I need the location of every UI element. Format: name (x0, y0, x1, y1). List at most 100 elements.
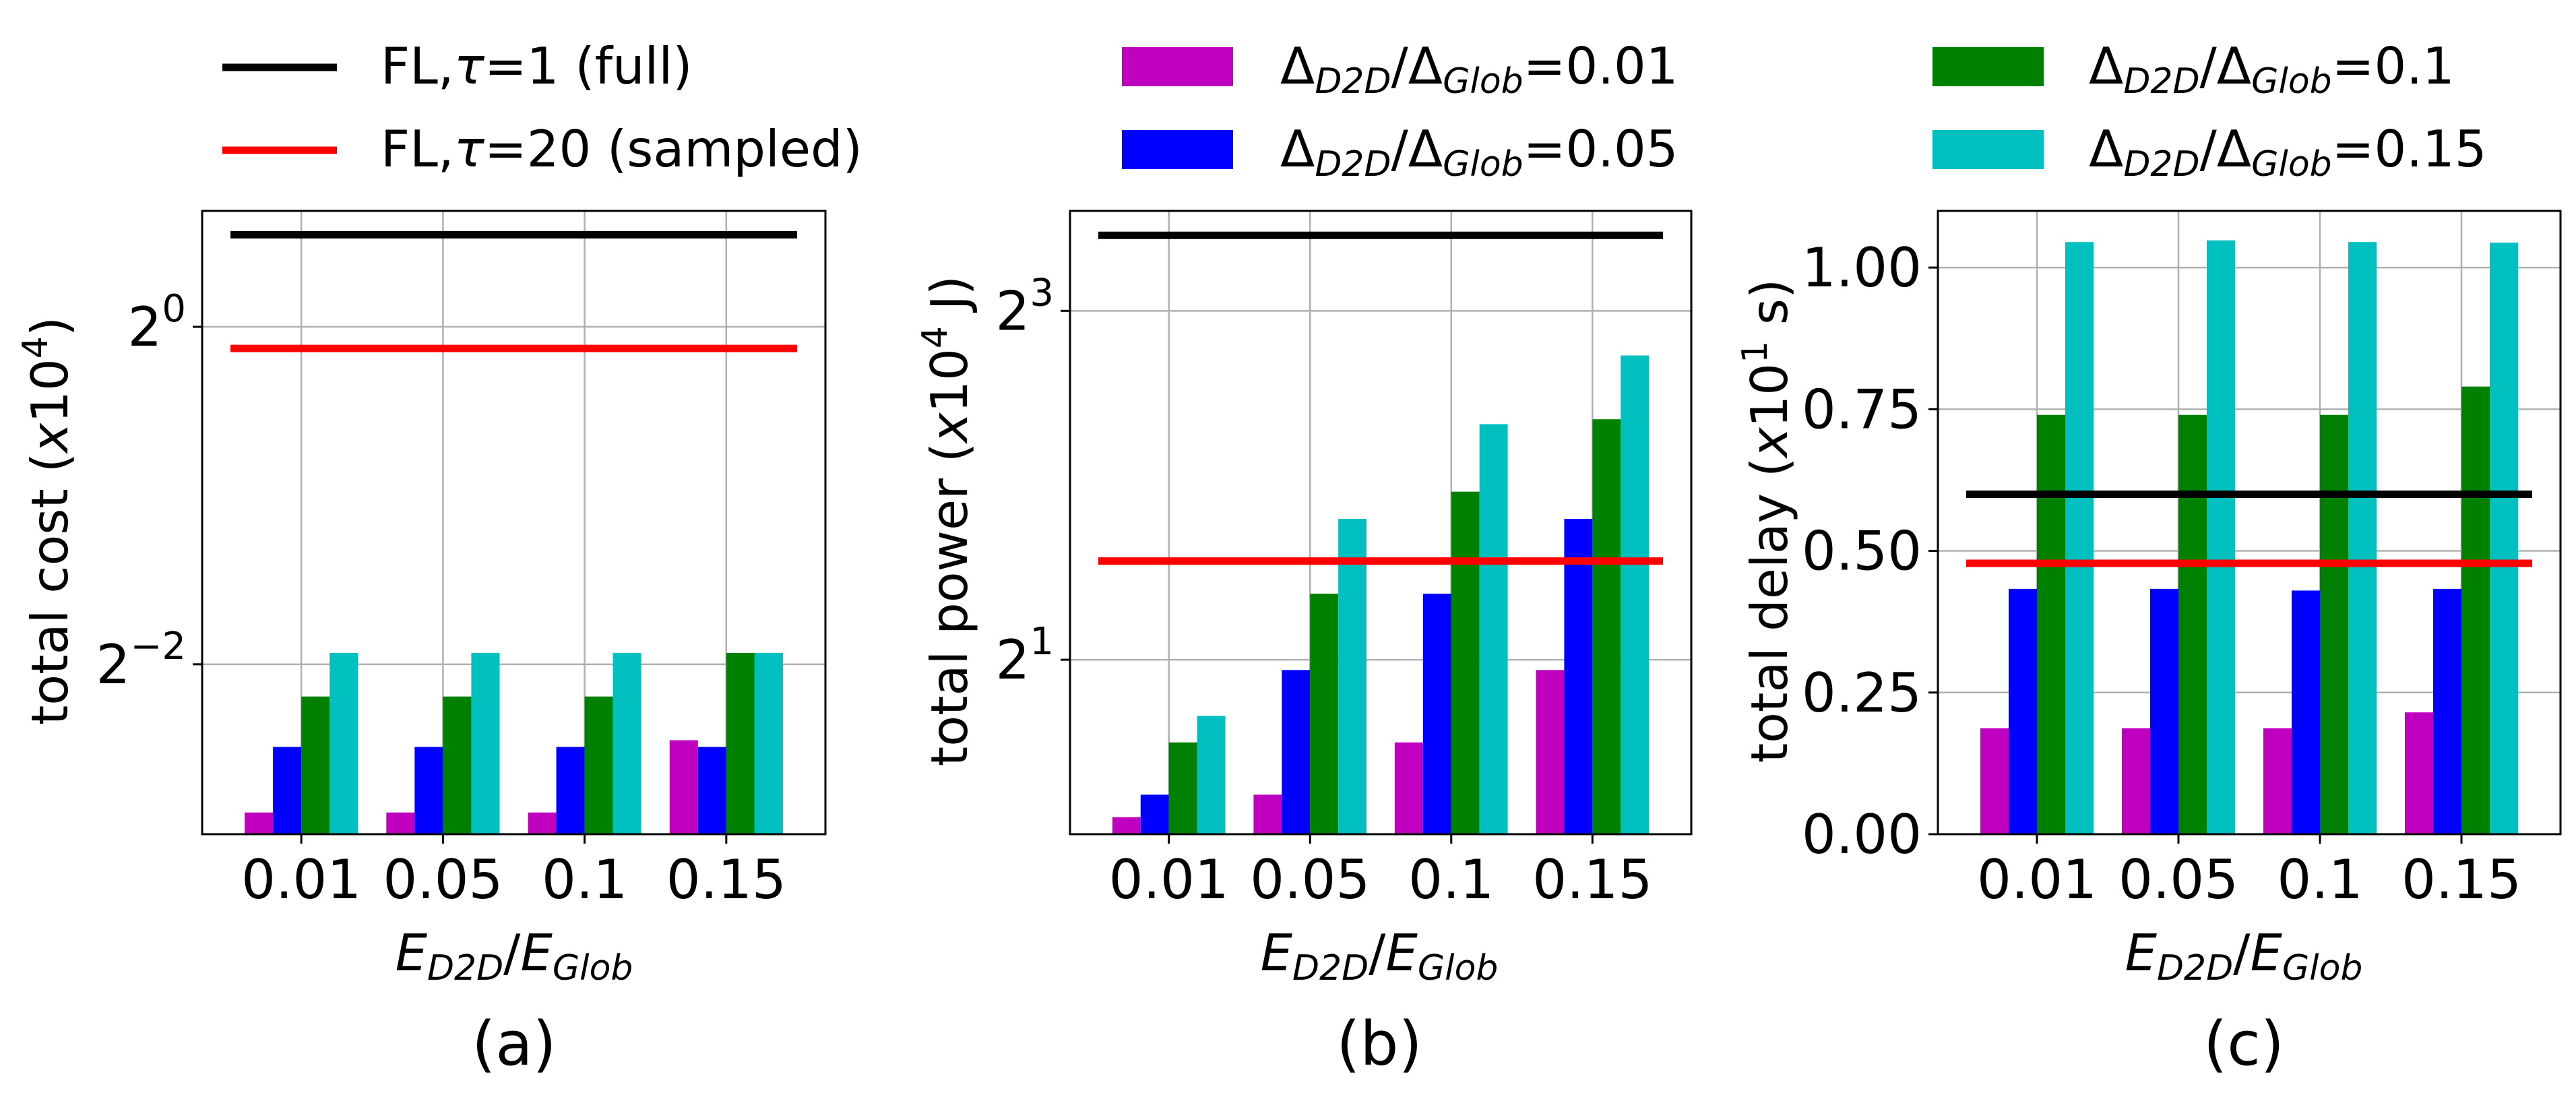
x-tick-label: 0.05 (2118, 848, 2238, 911)
bar (273, 747, 302, 834)
bar (1140, 794, 1169, 834)
bar (2065, 242, 2094, 834)
bar (2150, 588, 2178, 834)
y-tick-label: 21 (995, 620, 1054, 691)
panel-b-ylabel: total power (x104 J) (915, 276, 979, 766)
x-tick-label: 0.1 (1408, 848, 1494, 911)
x-tick-label: 0.15 (666, 848, 786, 911)
bar (1564, 519, 1593, 834)
bar (2292, 590, 2320, 834)
y-tick-label: 23 (995, 271, 1054, 342)
legend-full-label: FL,τ=1 (full) (381, 36, 692, 96)
bar (1282, 670, 1311, 834)
bar (1451, 491, 1480, 834)
bar (1621, 355, 1650, 834)
bar (1536, 670, 1565, 834)
bar (1168, 742, 1197, 834)
bar (1479, 424, 1508, 834)
panel-a-label: (a) (472, 1009, 556, 1079)
panel-b: 0.01 0.05 0.1 0.15 23 21 total power (x104 J)… (915, 210, 1693, 1079)
legend-label-0.1: ΔD2D/ΔGlob=0.1 (2089, 36, 2455, 102)
panel-b-label: (b) (1336, 1009, 1422, 1079)
bar (726, 652, 755, 834)
panel-a-ylabel: total cost (x104) (15, 317, 80, 725)
legend-entry-0.05: ΔD2D/ΔGlob=0.05 (1122, 119, 1678, 185)
x-tick-label: 0.05 (1250, 848, 1370, 911)
plot-frame (1937, 210, 2562, 836)
x-tick-label: 0.1 (542, 848, 627, 911)
plot-frame (201, 210, 827, 836)
legend-sampled-label: FL,τ=20 (sampled) (381, 119, 862, 179)
bar (2490, 243, 2518, 834)
bar (2037, 414, 2065, 834)
y-tick-label: 2−2 (96, 625, 186, 696)
bar (414, 747, 443, 834)
plot-frame (1069, 210, 1693, 836)
bar (669, 740, 698, 834)
legend-swatch-0.1 (1933, 47, 2044, 86)
x-tick-label: 0.01 (1977, 848, 2097, 911)
panel-b-plot: 0.01 0.05 0.1 0.15 23 21 (995, 210, 1693, 911)
y-tick-label: 0.50 (1802, 520, 1922, 583)
bar (612, 652, 641, 834)
x-tick-label: 0.15 (1532, 848, 1652, 911)
bar (2320, 414, 2348, 834)
bar (2405, 712, 2433, 834)
bar (2207, 240, 2235, 834)
panel-a-xlabel: ED2D/EGlob (396, 923, 633, 988)
legend-entry-0.1: ΔD2D/ΔGlob=0.1 (1933, 36, 2455, 102)
bar (443, 696, 472, 834)
bar (2433, 588, 2461, 834)
x-tick-label: 0.01 (1109, 848, 1229, 911)
bar (2461, 386, 2490, 834)
legend-label-0.15: ΔD2D/ΔGlob=0.15 (2089, 119, 2487, 185)
bar (2009, 588, 2037, 834)
panel-a: 0.01 0.05 0.1 0.15 20 2−2 total cost (x104) E… (15, 210, 827, 1079)
legend-entry-sampled: FL,τ=20 (sampled) (222, 119, 862, 179)
legend-entry-0.15: ΔD2D/ΔGlob=0.15 (1933, 119, 2487, 185)
bar (245, 812, 274, 834)
legend: FL,τ=1 (full) FL,τ=20 (sampled) ΔD2D/ΔGl… (222, 36, 2487, 185)
legend-entry-full: FL,τ=1 (full) (222, 36, 692, 96)
bar (2263, 728, 2292, 834)
bar (754, 652, 783, 834)
bar (471, 652, 500, 834)
bar (584, 696, 613, 834)
x-tick-label: 0.15 (2401, 848, 2521, 911)
bar (301, 696, 330, 834)
y-tick-label: 0.00 (1802, 803, 1922, 866)
legend-entry-0.01: ΔD2D/ΔGlob=0.01 (1122, 36, 1678, 102)
bar (1394, 742, 1423, 834)
panel-c-label: (c) (2203, 1009, 2284, 1079)
x-tick-label: 0.01 (241, 848, 361, 911)
legend-label-0.01: ΔD2D/ΔGlob=0.01 (1280, 36, 1678, 102)
y-tick-label: 0.25 (1802, 662, 1922, 724)
panel-a-plot: 0.01 0.05 0.1 0.15 20 2−2 (96, 210, 827, 911)
bar (1253, 794, 1282, 834)
legend-swatch-0.15 (1933, 130, 2044, 169)
panel-c-xlabel: ED2D/EGlob (2125, 923, 2363, 988)
bar (1197, 716, 1226, 834)
legend-swatch-0.01 (1122, 47, 1233, 86)
bar (1422, 594, 1451, 834)
bar (2178, 414, 2207, 834)
panel-c-plot: 0.01 0.05 0.1 0.15 0.00 0.25 0.50 0.75 1.00 (1802, 210, 2562, 911)
panel-b-xlabel: ED2D/EGlob (1261, 923, 1499, 988)
bar (2122, 728, 2150, 834)
bar (2348, 242, 2377, 834)
bar (329, 652, 358, 834)
bar (556, 747, 585, 834)
panel-c-ylabel: total delay (x101 s) (1735, 279, 1799, 763)
x-tick-label: 0.05 (383, 848, 503, 911)
legend-label-0.05: ΔD2D/ΔGlob=0.05 (1280, 119, 1678, 185)
x-tick-label: 0.1 (2277, 848, 2362, 911)
bar (1310, 594, 1339, 834)
y-tick-label: 20 (127, 287, 186, 358)
legend-swatch-0.05 (1122, 130, 1233, 169)
bar (528, 812, 557, 834)
bar (1338, 519, 1367, 834)
bar (1112, 817, 1141, 834)
bar (386, 812, 415, 834)
y-tick-label: 0.75 (1802, 378, 1922, 441)
